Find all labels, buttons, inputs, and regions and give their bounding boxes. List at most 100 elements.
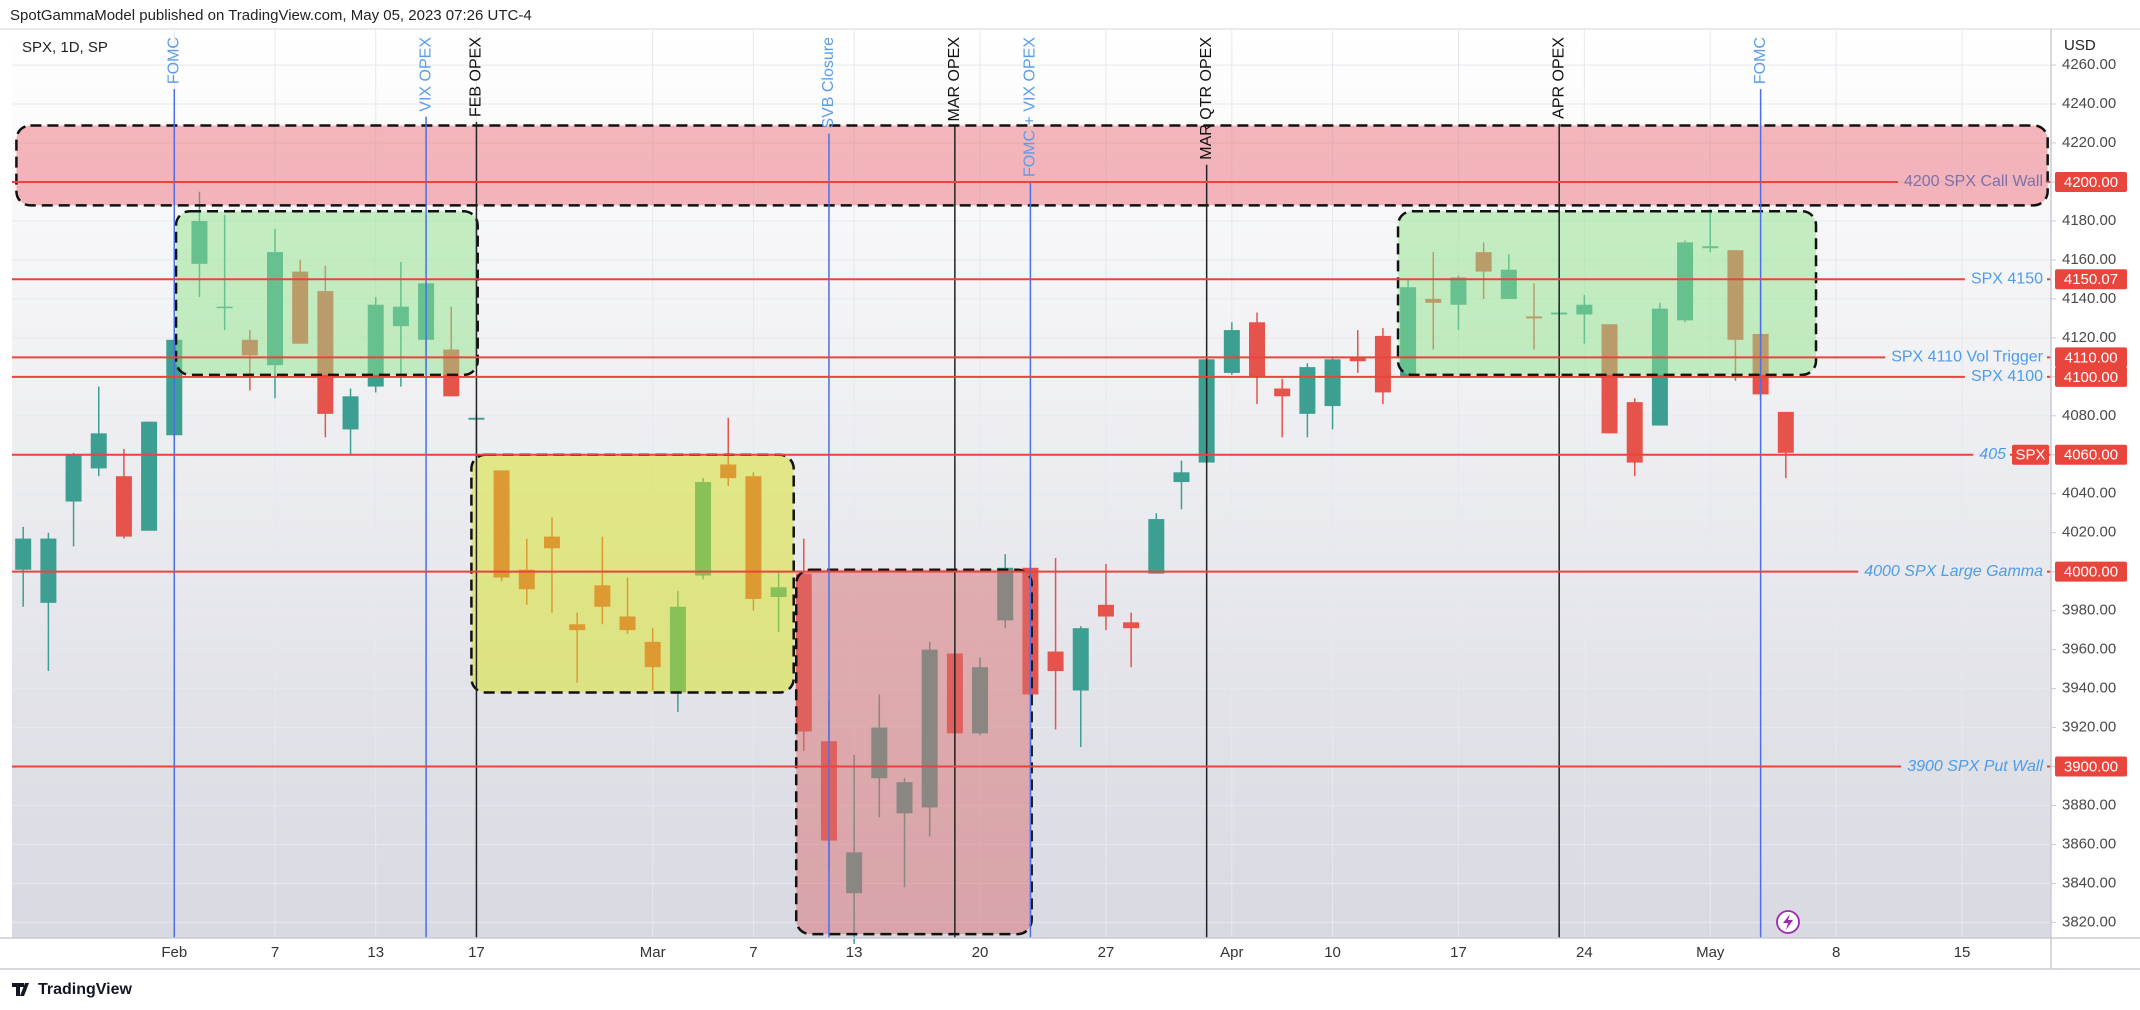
candle-body — [15, 538, 32, 570]
candle-body — [1274, 388, 1291, 397]
event-label: FEB OPEX — [468, 37, 485, 117]
price-tag — [2055, 171, 2127, 192]
x-tick-label: 10 — [1324, 944, 1341, 961]
y-tick-label: 3980.00 — [2062, 602, 2116, 619]
x-tick-label: 13 — [846, 944, 863, 961]
price-tag-label: 3900.00 — [2064, 759, 2118, 776]
tradingview-logo[interactable]: TradingView — [12, 981, 133, 998]
publish-header: SpotGammaModel published on TradingView.… — [10, 7, 532, 24]
candle-body — [1349, 357, 1366, 362]
y-tick-label: 3840.00 — [2062, 874, 2116, 891]
event-lines: FOMC VIX OPEX FEB OPEX SVB Closure MAR OPEX F… — [165, 37, 1769, 938]
y-tick-label: 3880.00 — [2062, 796, 2116, 813]
x-tick-label: 17 — [468, 944, 485, 961]
event-label: MAR OPEX — [946, 37, 963, 122]
candle-body — [1047, 651, 1064, 672]
y-tick-label: 4240.00 — [2062, 95, 2116, 112]
zones — [15, 124, 2049, 936]
level-label: 3900 SPX Put Wall — [1907, 758, 2043, 775]
candle-body — [342, 396, 359, 430]
price-tags: 4200.00 4150.07 4110.00 4100.00 SPX 4060.00 40… — [2012, 171, 2127, 777]
price-tag — [2055, 561, 2127, 582]
y-tick-label: 4020.00 — [2062, 524, 2116, 541]
y-tick-label: 4260.00 — [2062, 56, 2116, 73]
x-tick-label: 27 — [1098, 944, 1115, 961]
alert-icon-bolt[interactable] — [1783, 914, 1793, 930]
y-tick-label: 3860.00 — [2062, 835, 2116, 852]
level-label: 405 — [1979, 446, 2006, 463]
symbol-tag-label: SPX — [2015, 447, 2045, 464]
y-tick-label: 3960.00 — [2062, 641, 2116, 658]
x-tick-label: 20 — [972, 944, 989, 961]
level-label: 4000 SPX Large Gamma — [1864, 563, 2043, 580]
price-tag — [2055, 347, 2127, 368]
candle-body — [1626, 402, 1643, 463]
zone-box — [470, 453, 795, 694]
levels: 4200 SPX Call Wall SPX 4150 SPX 4110 Vol T… — [12, 173, 2051, 775]
price-tag — [2055, 269, 2127, 290]
zone-box — [794, 568, 1033, 936]
y-tick-label: 4120.00 — [2062, 329, 2116, 346]
x-tick-label: 17 — [1450, 944, 1467, 961]
x-tick-label: Feb — [161, 944, 187, 961]
logo-text[interactable]: TradingView — [38, 981, 133, 998]
price-tag-label: 4060.00 — [2064, 447, 2118, 464]
price-tag — [2055, 444, 2127, 465]
x-tick-label: Mar — [640, 944, 666, 961]
x-tick-label: 13 — [367, 944, 384, 961]
currency-label: USD — [2064, 37, 2096, 54]
y-tick-label: 3820.00 — [2062, 913, 2116, 930]
y-tick-label: 4160.00 — [2062, 251, 2116, 268]
level-label: SPX 4110 Vol Trigger — [1891, 349, 2043, 366]
candle-body — [1249, 322, 1266, 377]
x-tick-label: 15 — [1954, 944, 1971, 961]
candle-body — [1123, 622, 1140, 629]
candle-body — [1072, 628, 1089, 691]
candle-body — [1173, 472, 1190, 483]
x-tick-label: Apr — [1220, 944, 1243, 961]
candle-body — [1324, 359, 1341, 407]
event-label: VIX OPEX — [417, 37, 434, 112]
price-tag — [2055, 366, 2127, 387]
candle-body — [1223, 330, 1240, 373]
y-tick-label: 4220.00 — [2062, 134, 2116, 151]
event-label: SVB Closure — [820, 37, 837, 129]
level-label: SPX 4100 — [1971, 368, 2043, 385]
price-tag — [2055, 756, 2127, 777]
y-tick-label: 4180.00 — [2062, 212, 2116, 229]
x-tick-label: 7 — [749, 944, 757, 961]
candle-body — [115, 476, 132, 537]
price-tag-label: 4100.00 — [2064, 369, 2118, 386]
y-tick-label: 4140.00 — [2062, 290, 2116, 307]
zone-box — [1396, 209, 1818, 377]
price-tag-label: 4200.00 — [2064, 174, 2118, 191]
x-tick-label: May — [1696, 944, 1725, 961]
y-tick-label: 4080.00 — [2062, 407, 2116, 424]
event-label: FOMC — [1752, 37, 1769, 84]
event-label: APR OPEX — [1550, 37, 1567, 119]
y-tick-label: 3940.00 — [2062, 680, 2116, 697]
y-tick-label: 3920.00 — [2062, 719, 2116, 736]
symbol-label: SPX, 1D, SP — [22, 39, 108, 56]
zone-box — [15, 124, 2049, 207]
event-label: FOMC + VIX OPEX — [1022, 37, 1039, 177]
price-tag-label: 4150.07 — [2064, 271, 2118, 288]
alert-icon[interactable] — [1776, 910, 1800, 934]
x-tick-label: 7 — [271, 944, 279, 961]
candle-body — [90, 433, 107, 469]
level-label: SPX 4150 — [1971, 270, 2043, 287]
level-label: 4200 SPX Call Wall — [1904, 173, 2043, 190]
zone-box — [174, 209, 479, 377]
candle-body — [1777, 411, 1794, 453]
logo-icon[interactable] — [12, 983, 29, 996]
candle-body — [1097, 604, 1114, 617]
price-tag-label: 4000.00 — [2064, 564, 2118, 581]
x-tick-label: 8 — [1832, 944, 1840, 961]
candle-body — [1148, 519, 1165, 574]
candle-body — [65, 454, 82, 502]
x-tick-label: 24 — [1576, 944, 1593, 961]
y-tick-label: 4040.00 — [2062, 485, 2116, 502]
symbol-tag — [2012, 444, 2049, 465]
event-label: FOMC — [165, 37, 182, 84]
